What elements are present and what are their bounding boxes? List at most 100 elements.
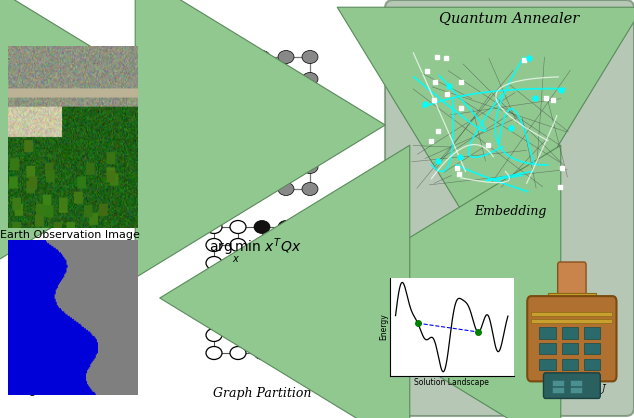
Ellipse shape xyxy=(206,51,222,64)
Ellipse shape xyxy=(230,347,246,359)
Ellipse shape xyxy=(230,138,246,151)
Text: Earth Observation Image: Earth Observation Image xyxy=(0,230,140,240)
Ellipse shape xyxy=(206,311,222,324)
Ellipse shape xyxy=(302,347,318,359)
Ellipse shape xyxy=(206,239,222,252)
Ellipse shape xyxy=(302,257,318,270)
Ellipse shape xyxy=(278,257,294,270)
Ellipse shape xyxy=(254,94,270,107)
Ellipse shape xyxy=(278,51,294,64)
Ellipse shape xyxy=(230,275,246,288)
Ellipse shape xyxy=(278,275,294,288)
Ellipse shape xyxy=(230,183,246,196)
FancyBboxPatch shape xyxy=(543,373,600,398)
Ellipse shape xyxy=(278,72,294,86)
Ellipse shape xyxy=(230,239,246,252)
Bar xyxy=(562,343,578,354)
Ellipse shape xyxy=(302,51,318,64)
Ellipse shape xyxy=(302,221,318,234)
Bar xyxy=(531,312,612,316)
Ellipse shape xyxy=(278,221,294,234)
Bar xyxy=(562,327,578,339)
Ellipse shape xyxy=(254,311,270,324)
Ellipse shape xyxy=(230,293,246,306)
Ellipse shape xyxy=(302,72,318,86)
Bar xyxy=(584,343,600,354)
Ellipse shape xyxy=(230,329,246,342)
Ellipse shape xyxy=(278,329,294,342)
Ellipse shape xyxy=(206,138,222,151)
Ellipse shape xyxy=(302,329,318,342)
Ellipse shape xyxy=(278,117,294,130)
Ellipse shape xyxy=(302,293,318,306)
Bar xyxy=(540,359,555,370)
Bar xyxy=(540,343,555,354)
Ellipse shape xyxy=(206,293,222,306)
Ellipse shape xyxy=(230,94,246,107)
Ellipse shape xyxy=(278,138,294,151)
Ellipse shape xyxy=(254,257,270,270)
Bar xyxy=(570,380,582,386)
Ellipse shape xyxy=(278,161,294,173)
Text: Graph Partition: Graph Partition xyxy=(213,387,311,400)
Ellipse shape xyxy=(206,117,222,130)
FancyBboxPatch shape xyxy=(385,0,634,416)
Text: $\underset{x}{\arg\min}\ x^T Q x$: $\underset{x}{\arg\min}\ x^T Q x$ xyxy=(209,236,301,266)
Ellipse shape xyxy=(302,275,318,288)
Ellipse shape xyxy=(206,347,222,359)
Ellipse shape xyxy=(254,183,270,196)
Ellipse shape xyxy=(206,94,222,107)
Ellipse shape xyxy=(278,183,294,196)
Text: Embedding: Embedding xyxy=(474,205,546,218)
Ellipse shape xyxy=(254,117,270,130)
Ellipse shape xyxy=(206,275,222,288)
Ellipse shape xyxy=(278,94,294,107)
Ellipse shape xyxy=(254,293,270,306)
Ellipse shape xyxy=(254,161,270,173)
Bar xyxy=(570,387,582,393)
Bar xyxy=(552,380,564,386)
Ellipse shape xyxy=(230,161,246,173)
Ellipse shape xyxy=(278,311,294,324)
Ellipse shape xyxy=(230,221,246,234)
Text: Quantum Annealer: Quantum Annealer xyxy=(439,12,579,26)
Ellipse shape xyxy=(230,51,246,64)
Ellipse shape xyxy=(302,311,318,324)
Ellipse shape xyxy=(206,161,222,173)
Ellipse shape xyxy=(278,293,294,306)
Ellipse shape xyxy=(278,239,294,252)
Ellipse shape xyxy=(254,239,270,252)
Ellipse shape xyxy=(230,117,246,130)
Bar xyxy=(531,319,612,323)
FancyBboxPatch shape xyxy=(558,262,586,296)
Text: Segmentation Mask: Segmentation Mask xyxy=(15,386,126,396)
Text: QPU: QPU xyxy=(578,383,607,396)
Ellipse shape xyxy=(206,183,222,196)
Bar xyxy=(548,293,596,303)
Bar xyxy=(584,327,600,339)
Ellipse shape xyxy=(302,239,318,252)
Text: Quantum
Tunneling: Quantum Tunneling xyxy=(422,333,478,355)
Ellipse shape xyxy=(254,347,270,359)
Bar xyxy=(552,387,564,393)
Ellipse shape xyxy=(278,347,294,359)
Ellipse shape xyxy=(302,183,318,196)
X-axis label: Solution Landscape: Solution Landscape xyxy=(414,377,489,387)
Ellipse shape xyxy=(302,94,318,107)
Ellipse shape xyxy=(302,161,318,173)
FancyBboxPatch shape xyxy=(527,296,616,381)
Y-axis label: Energy: Energy xyxy=(380,314,389,340)
Ellipse shape xyxy=(254,51,270,64)
Ellipse shape xyxy=(302,138,318,151)
Ellipse shape xyxy=(206,72,222,86)
Bar xyxy=(540,327,555,339)
Ellipse shape xyxy=(254,221,270,234)
Ellipse shape xyxy=(206,221,222,234)
Bar xyxy=(562,359,578,370)
Ellipse shape xyxy=(206,329,222,342)
Ellipse shape xyxy=(254,329,270,342)
Ellipse shape xyxy=(230,311,246,324)
Ellipse shape xyxy=(302,117,318,130)
Ellipse shape xyxy=(230,257,246,270)
Ellipse shape xyxy=(230,72,246,86)
